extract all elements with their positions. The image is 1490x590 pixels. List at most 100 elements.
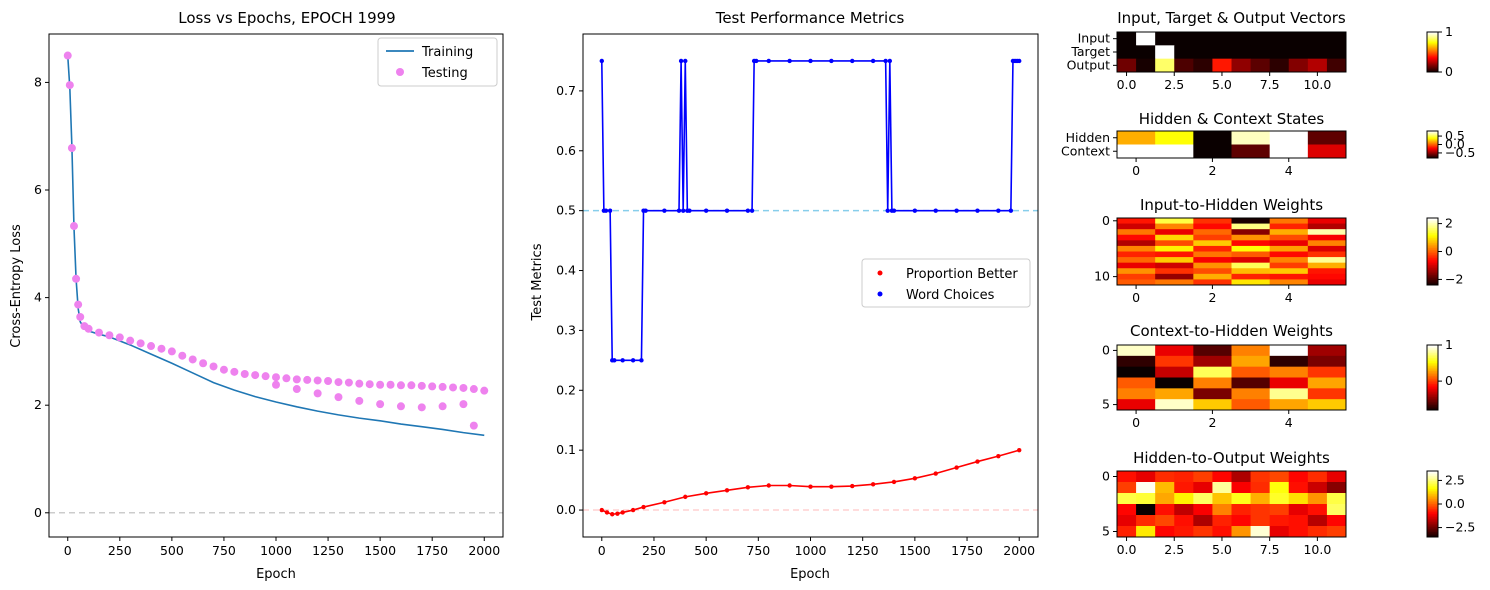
y-tick-label: 0.4 [556,263,576,278]
heatmap-cell [1117,366,1156,378]
colorbar-tick-label: 0 [1445,244,1453,259]
heatmap-cell [1269,377,1309,389]
colorbar-segment [1427,226,1438,229]
colorbar-segment [1427,278,1438,281]
heatmap-cell [1155,144,1194,159]
colorbar-segment [1427,387,1438,390]
colorbar-segment [1427,372,1438,375]
x-tick-label: 7.5 [1260,542,1280,557]
colorbar-segment [1427,515,1438,518]
colorbar-segment [1427,145,1438,148]
x-tick-label: 1750 [951,543,983,558]
heatmap-cell [1155,262,1194,269]
y-tick-label: 0 [1102,469,1110,484]
testing-point [396,381,405,390]
colorbar-segment [1427,525,1438,528]
heatmap-cell [1250,482,1271,494]
heatmap-cell [1117,345,1156,357]
word-choices-point [754,58,759,64]
word-choices-point [603,208,609,213]
x-tick-label: 10.0 [1303,542,1331,557]
colorbar-segment [1427,403,1438,406]
metrics-x-label: Epoch [790,567,830,582]
heatmap-cell [1307,366,1347,378]
colorbar-segment [1427,490,1438,493]
word-choices-point [883,58,888,64]
testing-point [469,385,478,394]
colorbar-segment [1427,42,1438,44]
testing-point [74,300,83,309]
y-tick-label: 0.5 [556,203,576,218]
colorbar-segment [1427,510,1438,513]
colorbar-segment [1427,269,1438,273]
colorbar-segment [1427,134,1438,136]
colorbar-segment [1427,243,1438,246]
colorbar-segment [1427,497,1438,500]
colorbar-segment [1427,139,1438,141]
x-tick-label: 7.5 [1260,77,1280,92]
heatmap-cell [1193,504,1213,516]
colorbar-segment [1427,261,1438,264]
heatmap-cell [1193,493,1213,505]
colorbar-segment [1427,517,1438,520]
heatmap-cell [1155,273,1194,280]
word-choices-point [612,358,617,363]
heatmap-panel: Hidden-to-Output Weights 0.0 2.5 5.0 7.5 10.0… [1102,449,1475,557]
y-tick-label: 10 [1094,269,1110,284]
heatmap-cell [1193,366,1232,378]
heatmap-cell [1193,273,1232,280]
heatmap-cell [1155,240,1194,247]
heatmap-cell [1155,229,1194,236]
heatmap-cell [1174,493,1194,505]
heatmap-cell [1193,144,1232,159]
testing-point [396,402,405,411]
testing-point [65,81,74,90]
y-tick-label: 0 [1102,213,1110,228]
heatmap-cell [1231,45,1251,60]
word-choices-point [639,358,644,363]
testing-point [72,274,81,283]
heatmap-title: Input, Target & Output Vectors [1117,9,1346,27]
y-tick-label: Context [1061,143,1110,158]
heatmap-cell [1155,493,1175,505]
heatmap-cell [1269,268,1309,275]
colorbar-segment [1427,263,1438,266]
heatmap-cell [1231,482,1251,494]
colorbar-segment [1427,41,1438,43]
heatmap-cell [1231,58,1251,73]
heatmap-frame [1116,470,1347,538]
colorbar-segment [1427,151,1438,154]
colorbar-segment [1427,38,1438,40]
word-choices-point [829,58,834,64]
heatmap-cell [1269,388,1309,400]
colorbar-segment [1427,256,1438,259]
proportion-better-point [787,483,792,488]
x-tick-label: 750 [212,543,236,558]
testing-point [219,365,228,374]
word-choices-point [676,208,682,213]
colorbar-segment [1427,259,1438,263]
word-choices-point [643,208,648,213]
word-choices-point [749,208,755,213]
colorbar-segment [1427,268,1438,271]
testing-point [334,393,343,402]
colorbar-segment [1427,390,1438,393]
colorbar-segment [1427,50,1438,52]
heatmap-cell [1155,279,1194,286]
heatmap-cell [1212,515,1232,527]
loss-legend: Training Testing [377,37,498,87]
colorbar-frame [1426,31,1439,73]
word-choices-point [912,208,918,213]
heatmap-cell [1155,268,1194,275]
colorbar-segment [1427,132,1438,134]
colorbar-segment [1427,253,1438,256]
proportion-better-point [766,483,771,488]
colorbar-segment [1427,69,1438,71]
heatmap-cell [1174,526,1194,538]
heatmap-cell [1155,526,1175,538]
heatmap-cell [1231,218,1271,224]
colorbar-segment [1427,485,1438,488]
heatmap-cell [1307,399,1347,411]
